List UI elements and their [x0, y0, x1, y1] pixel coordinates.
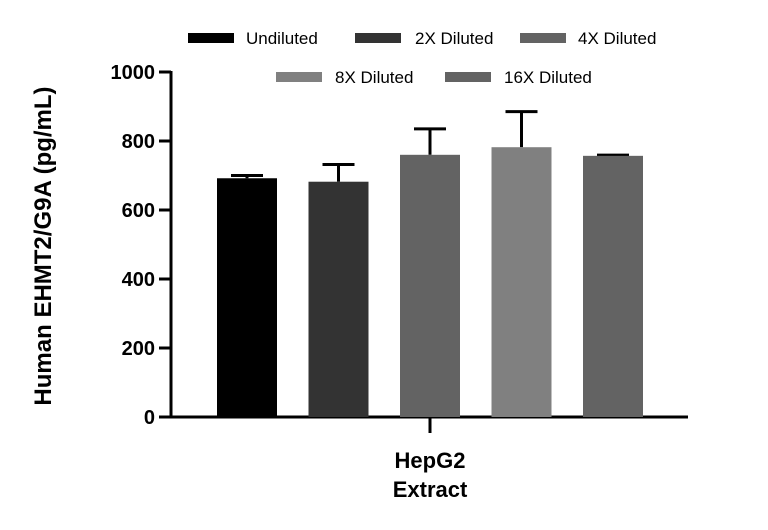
y-tick-label: 600	[122, 200, 155, 222]
y-axis: 0 200 400 600 800 1000	[111, 62, 173, 429]
y-tick-label: 0	[144, 407, 155, 429]
bar	[400, 154, 460, 418]
bar	[308, 181, 369, 417]
bar	[491, 147, 552, 417]
legend-label: 16X Diluted	[504, 68, 592, 87]
legend-swatch	[355, 33, 401, 43]
legend-label: 4X Diluted	[578, 29, 656, 48]
legend-swatch	[276, 72, 322, 82]
bar	[217, 178, 277, 417]
legend-label: Undiluted	[246, 29, 318, 48]
legend: Undiluted 2X Diluted 4X Diluted 8X Diluted 1…	[188, 29, 656, 87]
y-tick-label: 400	[122, 269, 155, 291]
legend-swatch	[520, 33, 566, 43]
legend-label: 2X Diluted	[415, 29, 493, 48]
x-axis	[169, 415, 688, 433]
bars	[217, 110, 643, 418]
category-label-line-2: Extract	[393, 477, 468, 502]
bar	[583, 155, 643, 417]
y-tick-label: 1000	[111, 62, 156, 84]
y-tick-label: 800	[122, 131, 155, 153]
category-label-line-1: HepG2	[395, 448, 466, 473]
legend-swatch	[445, 72, 491, 82]
y-tick-label: 200	[122, 338, 155, 360]
legend-swatch	[188, 33, 234, 43]
legend-label: 8X Diluted	[335, 68, 413, 87]
y-axis-title: Human EHMT2/G9A (pg/mL)	[30, 86, 57, 405]
